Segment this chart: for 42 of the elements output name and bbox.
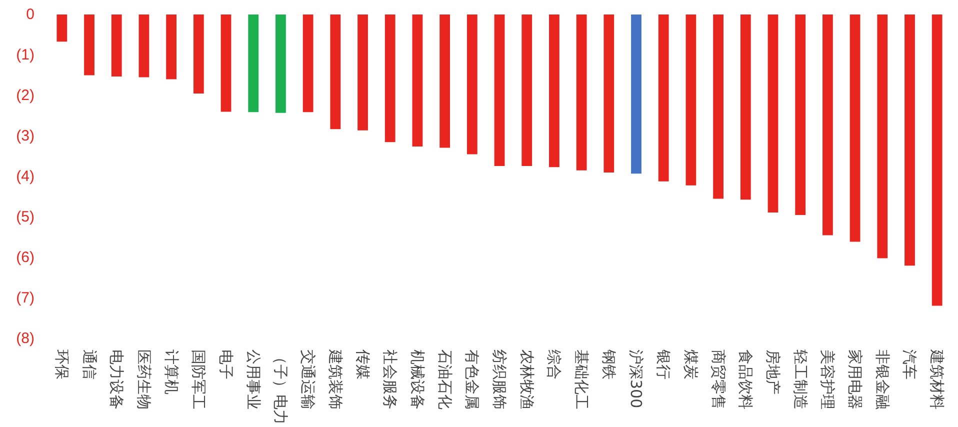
x-tick-label: 煤炭 [682,350,700,380]
x-tick-label: 沪深300 [627,350,646,408]
x-tick-label: 传媒 [354,350,372,380]
x-tick-label: 轻工制造 [791,350,810,410]
y-tick-label: (6) [16,249,35,266]
x-tick-label: 电力设备 [108,350,126,410]
x-tick-label: 银行 [654,348,673,380]
x-tick-label: 通信 [80,350,98,380]
y-tick-label: (4) [16,168,35,185]
x-tick-label: 商贸零售 [709,350,728,410]
x-tick-label: 国防军工 [190,350,208,410]
x-tick-label: 美容护理 [818,350,837,410]
y-tick-label: (3) [16,128,35,144]
x-tick-label: 钢铁 [600,348,618,380]
x-tick-label: 汽车 [900,350,919,380]
y-tick-label: (5) [16,208,35,226]
y-tick-label: (2) [16,87,35,104]
x-tick-label: 环保 [52,350,71,380]
x-tick-label: 纺织服饰 [490,350,508,410]
x-tick-label: 非银金融 [873,350,892,410]
x-tick-label: 公用事业 [244,350,262,410]
x-tick-label: 基础化工 [572,350,591,410]
x-tick-label: 医药生物 [134,350,153,410]
x-tick-label: 家用电器 [846,350,864,410]
y-tick-label: (8) [16,330,35,347]
x-tick-label: 建筑装饰 [326,348,344,410]
x-tick-label: 建筑材料 [928,348,946,410]
y-tick-label: (1) [16,46,35,64]
x-tick-label: 综合 [545,350,564,380]
x-tick-label: 电子 [217,350,236,380]
x-tick-label: 房地产 [764,350,782,394]
x-tick-label: （子）电力 [272,350,290,424]
x-tick-label: 交通运输 [299,350,318,410]
x-tick-label: 社会服务 [381,350,400,410]
y-tick-label: (7) [16,290,35,306]
y-tick-label: 0 [26,6,34,23]
x-tick-label: 食品饮料 [736,350,755,410]
x-tick-label: 机械设备 [408,350,426,410]
x-tick-label: 有色金属 [463,350,482,410]
x-tick-label: 石油石化 [436,350,454,410]
x-tick-label: 农林牧渔 [518,350,536,410]
x-tick-label: 计算机 [162,350,180,394]
